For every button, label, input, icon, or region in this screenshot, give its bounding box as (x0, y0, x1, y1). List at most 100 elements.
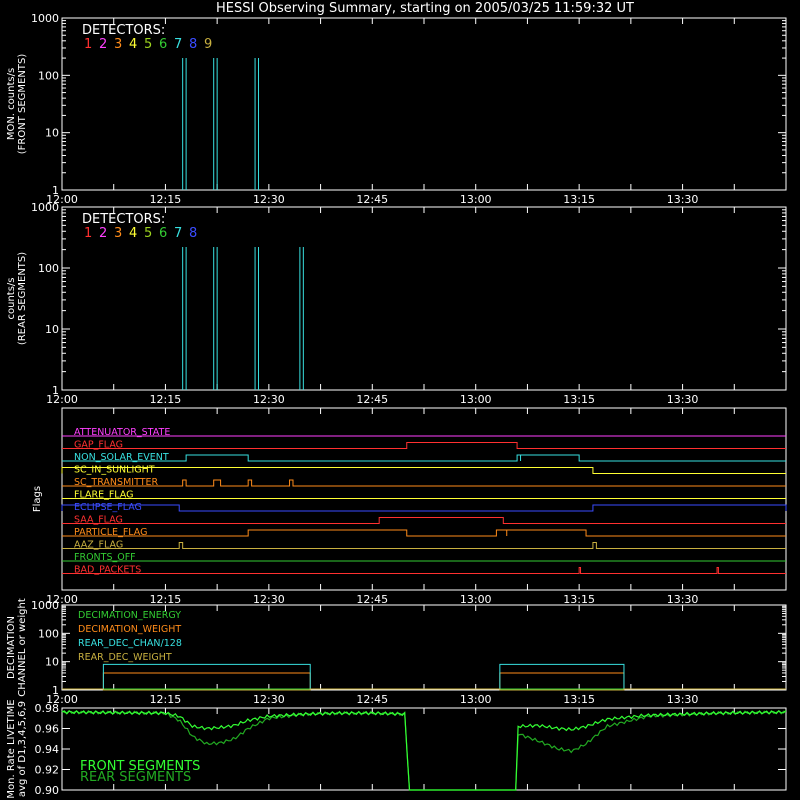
livetime-series-0 (61, 709, 787, 791)
livetime-ytick-label: 0.92 (35, 764, 60, 777)
front-xtick-label: 13:15 (563, 193, 595, 206)
front-xtick-label: 12:45 (356, 193, 388, 206)
rear-ytick-label: 10 (45, 323, 59, 336)
decimation-legend-1: DECIMATION_WEIGHT (78, 624, 181, 635)
flag-line-aaz_flag (62, 542, 786, 549)
front-frame (61, 17, 787, 191)
rear-xtick-label: 13:30 (667, 393, 699, 406)
flag-label-particle_flag: PARTICLE_FLAG (74, 527, 147, 538)
decimation-ytick-label: 100 (38, 627, 59, 640)
front-panel: 12:00 12:15 12:30 12:45 13:00 13:15 13:30 1 10 10… (6, 12, 787, 206)
decimation-line-3 (62, 688, 786, 691)
decimation-xtick-label: 13:15 (563, 693, 595, 706)
livetime-panel: 0.90 0.92 0.94 0.96 0.98 Mon. Rate LIVETIME av… (6, 699, 787, 799)
rear-cyan-drop (299, 247, 304, 390)
rear-legend-det-6: 6 (159, 226, 167, 241)
flag-label-attenuator_state: ATTENUATOR_STATE (74, 427, 170, 438)
flag-label-bad_packets: BAD_PACKETS (74, 565, 141, 576)
flag-label-sc_transmitter: SC_TRANSMITTER (74, 477, 159, 488)
rear-xtick-label: 12:15 (150, 393, 182, 406)
y-axis-label: Mon. Rate LIVETIME (6, 699, 17, 798)
front-legend-title: DETECTORS: (82, 23, 165, 38)
y-axis-label: DECIMATION (6, 616, 17, 679)
decimation-ytick-label: 1 (52, 684, 59, 697)
decimation-xtick-label: 12:45 (356, 693, 388, 706)
front-xtick-label: 13:00 (460, 193, 492, 206)
decimation-xtick-label: 13:00 (460, 693, 492, 706)
rear-legend-det-2: 2 (99, 226, 107, 241)
rear-ytick-label: 1 (52, 384, 59, 397)
rear-panel: 12:00 12:15 12:30 12:45 13:00 13:15 13:30 1 10 10… (6, 201, 787, 406)
rear-xtick-label: 13:15 (563, 393, 595, 406)
flags-xtick-label: 12:15 (150, 593, 182, 606)
flags-xtick-label: 13:15 (563, 593, 595, 606)
decimation-legend-0: DECIMATION_ENERGY (78, 610, 181, 621)
y-axis-label: avg of D1,3,4,5,6,9 (17, 701, 28, 797)
flag-label-aaz_flag: AAZ_FLAG (74, 540, 123, 551)
front-ytick-label: 100 (38, 69, 59, 82)
front-xtick-label: 12:15 (150, 193, 182, 206)
livetime-legend-1: REAR SEGMENTS (80, 770, 191, 785)
front-legend-det-3: 3 (114, 37, 122, 52)
rear-cyan-drop (182, 247, 187, 390)
front-legend-det-7: 7 (174, 37, 182, 52)
decimation-legend-3: REAR_DEC_WEIGHT (78, 652, 172, 663)
rear-xtick-label: 12:45 (356, 393, 388, 406)
front-ytick-label: 1000 (31, 12, 59, 25)
flag-line-eclipse_flag (61, 504, 787, 512)
front-legend-det-2: 2 (99, 37, 107, 52)
y-axis-label: MON. counts/s (6, 68, 17, 140)
flags-xtick-label: 12:00 (46, 593, 78, 606)
panels: 12:00 12:15 12:30 12:45 13:00 13:15 13:3011010… (6, 12, 787, 799)
figure-title: HESSI Observing Summary, starting on 200… (216, 1, 634, 16)
flags-xtick-label: 13:30 (667, 593, 699, 606)
decimation-panel: 12:00 12:15 12:30 12:45 13:00 13:15 13:30 1 10 10… (6, 598, 787, 706)
decimation-xtick-label: 13:30 (667, 693, 699, 706)
front-cyan-drop (182, 58, 187, 190)
flags-y-label: Flags (32, 486, 43, 512)
front-xtick-label: 12:00 (46, 193, 78, 206)
livetime-ytick-label: 0.90 (35, 784, 60, 797)
flag-line-particle_flag (62, 529, 786, 537)
flag-line-sc_transmitter (62, 479, 786, 487)
front-legend-det-5: 5 (144, 37, 152, 52)
livetime-ytick-label: 0.96 (35, 723, 60, 736)
rear-legend-det-5: 5 (144, 226, 152, 241)
y-axis-label: (FRONT SEGMENTS) (17, 54, 28, 155)
flags-xtick-label: 12:30 (253, 593, 285, 606)
flags-xtick-label: 12:45 (356, 593, 388, 606)
rear-xtick-label: 12:00 (46, 393, 78, 406)
decimation-xtick-label: 12:30 (253, 693, 285, 706)
rear-legend-det-4: 4 (129, 226, 137, 241)
flag-line-non_solar_event (62, 454, 786, 462)
y-axis-label: counts/s (6, 277, 17, 319)
flag-label-gap_flag: GAP_FLAG (74, 440, 123, 451)
rear-cyan-drop (213, 247, 218, 390)
front-cyan-drop (213, 58, 218, 190)
front-legend-det-4: 4 (129, 37, 137, 52)
y-axis-label: (REAR SEGMENTS) (17, 252, 28, 345)
flag-label-non_solar_event: NON_SOLAR_EVENT (74, 452, 169, 463)
decimation-ytick-label: 10 (45, 656, 59, 669)
front-cyan-drop (254, 58, 260, 190)
flag-label-saa_flag: SAA_FLAG (74, 515, 123, 526)
front-legend-det-6: 6 (159, 37, 167, 52)
front-legend-det-9: 9 (204, 37, 212, 52)
flag-line-gap_flag (62, 442, 786, 449)
rear-legend-det-3: 3 (114, 226, 122, 241)
livetime-ytick-label: 0.98 (35, 702, 60, 715)
flags-panel: 12:00 12:15 12:30 12:45 13:00 13:15 13:30 Flags… (32, 407, 787, 606)
rear-legend-det-7: 7 (174, 226, 182, 241)
rear-xtick-label: 12:30 (253, 393, 285, 406)
front-ytick-label: 10 (45, 127, 59, 140)
rear-frame (61, 206, 787, 391)
front-xtick-label: 12:30 (253, 193, 285, 206)
front-legend-det-1: 1 (84, 37, 92, 52)
decimation-xtick-label: 12:00 (46, 693, 78, 706)
decimation-xtick-label: 12:15 (150, 693, 182, 706)
flag-line-saa_flag (62, 517, 786, 524)
decimation-legend-2: REAR_DEC_CHAN/128 (78, 638, 182, 649)
front-xtick-label: 13:30 (667, 193, 699, 206)
flag-label-flare_flag: FLARE_FLAG (74, 490, 134, 501)
